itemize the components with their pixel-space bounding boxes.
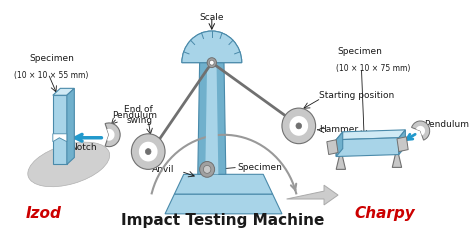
- Wedge shape: [107, 129, 115, 141]
- Text: Specimen: Specimen: [337, 47, 382, 56]
- Wedge shape: [282, 108, 316, 144]
- Wedge shape: [290, 116, 308, 136]
- Polygon shape: [53, 134, 67, 142]
- Text: (10 × 10 × 75 mm): (10 × 10 × 75 mm): [336, 64, 410, 73]
- Polygon shape: [399, 130, 405, 154]
- Text: (10 × 10 × 55 mm): (10 × 10 × 55 mm): [15, 71, 89, 80]
- Circle shape: [203, 165, 211, 173]
- Polygon shape: [198, 61, 226, 174]
- Polygon shape: [287, 185, 338, 205]
- Text: Hammer: Hammer: [319, 125, 358, 134]
- Wedge shape: [182, 31, 242, 63]
- Polygon shape: [336, 150, 346, 169]
- Text: End of
swing: End of swing: [124, 105, 153, 125]
- Circle shape: [146, 149, 151, 154]
- Polygon shape: [165, 194, 282, 214]
- Text: Specimen: Specimen: [237, 163, 282, 172]
- Wedge shape: [411, 121, 430, 140]
- Polygon shape: [336, 132, 343, 157]
- Circle shape: [200, 161, 215, 177]
- Polygon shape: [53, 88, 74, 95]
- Circle shape: [296, 123, 301, 129]
- Polygon shape: [336, 130, 405, 140]
- Text: Impact Testing Machine: Impact Testing Machine: [121, 213, 325, 228]
- Polygon shape: [53, 95, 67, 165]
- Polygon shape: [205, 61, 219, 174]
- Circle shape: [207, 58, 217, 68]
- Polygon shape: [67, 88, 74, 165]
- Wedge shape: [131, 134, 165, 169]
- Text: Scale: Scale: [200, 13, 224, 22]
- Polygon shape: [174, 174, 273, 194]
- Wedge shape: [105, 123, 120, 147]
- Ellipse shape: [28, 142, 109, 187]
- Text: Pendulum: Pendulum: [424, 121, 469, 129]
- Text: Pendulum: Pendulum: [112, 110, 157, 120]
- Text: Notch: Notch: [71, 143, 97, 152]
- Polygon shape: [397, 137, 408, 152]
- Text: Charpy: Charpy: [355, 206, 415, 221]
- Circle shape: [210, 60, 214, 65]
- Wedge shape: [139, 142, 157, 161]
- Polygon shape: [392, 148, 401, 167]
- Text: Starting position: Starting position: [319, 91, 394, 100]
- Polygon shape: [336, 138, 399, 157]
- Polygon shape: [327, 140, 338, 154]
- Text: Specimen: Specimen: [29, 54, 74, 63]
- Wedge shape: [182, 31, 242, 63]
- Text: Izod: Izod: [26, 206, 62, 221]
- Text: Anvil: Anvil: [152, 165, 174, 174]
- Wedge shape: [416, 126, 425, 135]
